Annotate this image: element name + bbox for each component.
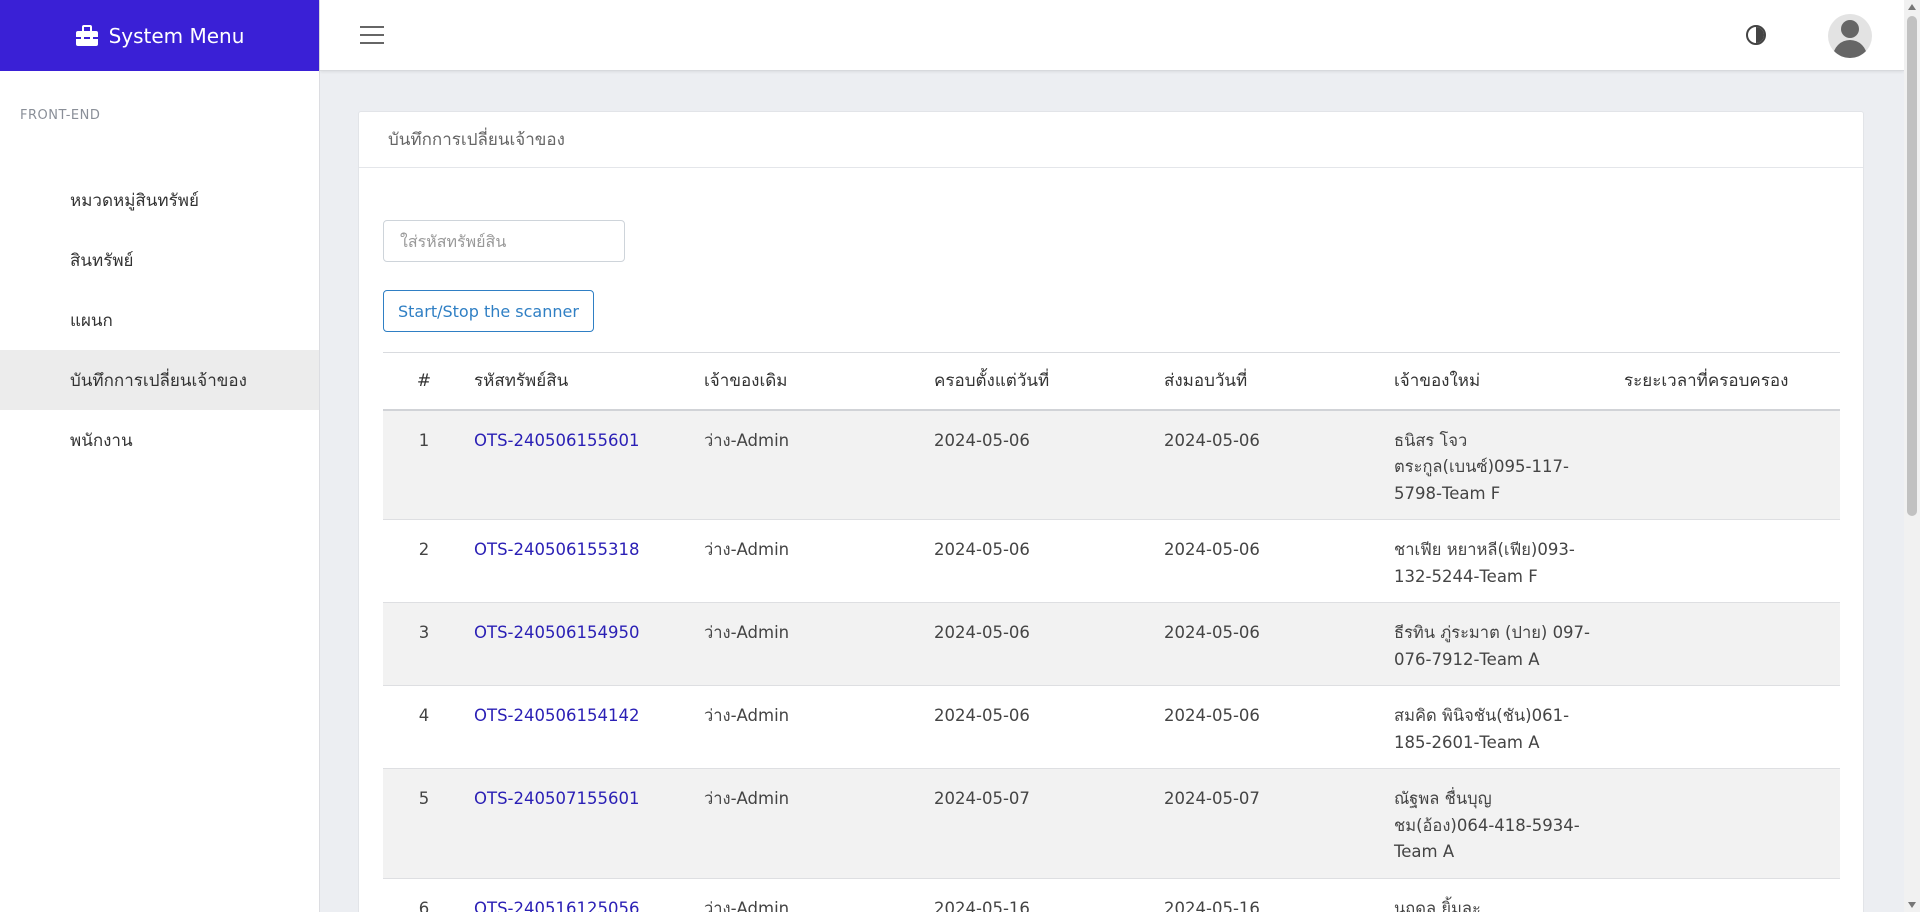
sidebar-item-departments[interactable]: แผนก [0, 290, 319, 350]
row-num: 4 [383, 685, 465, 769]
sidebar-item-ownership-log[interactable]: บันทึกการเปลี่ยนเจ้าของ [0, 350, 319, 410]
sidebar: System Menu FRONT-END หมวดหมู่สินทรัพย์ … [0, 0, 320, 912]
header-start-date: ครอบตั้งแต่วันที่ [925, 352, 1155, 411]
ownership-table: # รหัสทรัพย์สิน เจ้าของเดิม ครอบตั้งแต่ว… [383, 352, 1840, 912]
new-owner: นฤดล ยิ้มละ [1394, 898, 1481, 912]
old-owner: ว่าง-Admin [695, 409, 925, 520]
duration [1615, 519, 1840, 603]
card-body: Start/Stop the scanner # รหัสทรัพย์สิน เ… [359, 168, 1863, 912]
old-owner: ว่าง-Admin [695, 685, 925, 769]
start-date: 2024-05-07 [925, 768, 1155, 879]
new-owner: ณัฐพล ชื่นบุญ ชม(อ้อง)064-418-5934-Team … [1394, 789, 1580, 861]
header-num: # [383, 352, 465, 411]
table-row: 5 OTS-240507155601 ว่าง-Admin 2024-05-07… [383, 768, 1840, 879]
scroll-up-arrow-icon[interactable] [1908, 4, 1916, 10]
deliver-date: 2024-05-06 [1155, 519, 1385, 603]
duration [1615, 878, 1840, 912]
start-date: 2024-05-06 [925, 519, 1155, 603]
deliver-date: 2024-05-16 [1155, 878, 1385, 912]
asset-code-input[interactable] [383, 220, 625, 262]
page-scrollbar[interactable] [1904, 0, 1920, 912]
header-new-owner: เจ้าของใหม่ [1385, 352, 1615, 411]
scrollbar-thumb[interactable] [1907, 16, 1917, 516]
asset-code-link[interactable]: OTS-240506154142 [474, 706, 640, 725]
old-owner: ว่าง-Admin [695, 519, 925, 603]
table-header-row: # รหัสทรัพย์สิน เจ้าของเดิม ครอบตั้งแต่ว… [383, 352, 1840, 411]
old-owner: ว่าง-Admin [695, 768, 925, 879]
header-asset-code: รหัสทรัพย์สิน [465, 352, 695, 411]
deliver-date: 2024-05-06 [1155, 685, 1385, 769]
header-deliver-date: ส่งมอบวันที่ [1155, 352, 1385, 411]
sidebar-item-label: พนักงาน [70, 430, 133, 451]
scroll-down-arrow-icon[interactable] [1908, 902, 1916, 908]
table-row: 1 OTS-240506155601 ว่าง-Admin 2024-05-06… [383, 409, 1840, 520]
hamburger-icon[interactable] [360, 26, 384, 46]
new-owner: ธีรทิน ภู่ระมาต (ปาย) 097-076-7912-Team … [1394, 623, 1591, 669]
topbar [320, 0, 1904, 71]
start-date: 2024-05-06 [925, 685, 1155, 769]
row-num: 1 [383, 409, 465, 520]
old-owner: ว่าง-Admin [695, 878, 925, 912]
old-owner: ว่าง-Admin [695, 602, 925, 686]
duration [1615, 409, 1840, 520]
deliver-date: 2024-05-07 [1155, 768, 1385, 879]
brand[interactable]: System Menu [0, 0, 319, 71]
row-num: 6 [383, 878, 465, 912]
duration [1615, 768, 1840, 879]
card-title: บันทึกการเปลี่ยนเจ้าของ [359, 112, 1863, 168]
table-row: 4 OTS-240506154142 ว่าง-Admin 2024-05-06… [383, 685, 1840, 769]
asset-code-link[interactable]: OTS-240506154950 [474, 623, 640, 642]
duration [1615, 685, 1840, 769]
asset-code-link[interactable]: OTS-240516125056 [474, 898, 640, 912]
duration [1615, 602, 1840, 686]
toolbox-icon [75, 24, 98, 46]
asset-code-link[interactable]: OTS-240506155601 [474, 430, 640, 450]
start-date: 2024-05-06 [925, 602, 1155, 686]
start-date: 2024-05-16 [925, 878, 1155, 912]
start-date: 2024-05-06 [925, 409, 1155, 520]
row-num: 3 [383, 602, 465, 686]
table-row: 3 OTS-240506154950 ว่าง-Admin 2024-05-06… [383, 602, 1840, 686]
row-num: 5 [383, 768, 465, 879]
sidebar-item-label: บันทึกการเปลี่ยนเจ้าของ [70, 370, 247, 391]
sidebar-item-label: หมวดหมู่สินทรัพย์ [70, 190, 199, 211]
sidebar-item-label: แผนก [70, 310, 113, 331]
table-row: 6 OTS-240516125056 ว่าง-Admin 2024-05-16… [383, 878, 1840, 912]
asset-code-link[interactable]: OTS-240506155318 [474, 540, 640, 559]
section-label: FRONT-END [20, 108, 101, 123]
row-num: 2 [383, 519, 465, 603]
deliver-date: 2024-05-06 [1155, 602, 1385, 686]
sidebar-item-assets[interactable]: สินทรัพย์ [0, 230, 319, 290]
sidebar-item-employees[interactable]: พนักงาน [0, 410, 319, 470]
new-owner: ธนิสร โจว ตระกูล(เบนซ์)095-117-5798-Team… [1394, 430, 1569, 503]
user-avatar-icon[interactable] [1828, 14, 1872, 58]
scanner-toggle-button[interactable]: Start/Stop the scanner [383, 290, 594, 332]
new-owner: สมคิด พินิจชัน(ชัน)061-185-2601-Team A [1394, 706, 1570, 752]
ownership-log-card: บันทึกการเปลี่ยนเจ้าของ Start/Stop the s… [358, 111, 1864, 912]
brand-title: System Menu [108, 23, 245, 48]
contrast-icon[interactable] [1746, 25, 1766, 45]
sidebar-item-label: สินทรัพย์ [70, 250, 134, 271]
sidebar-item-asset-categories[interactable]: หมวดหมู่สินทรัพย์ [0, 170, 319, 230]
asset-code-link[interactable]: OTS-240507155601 [474, 789, 640, 808]
deliver-date: 2024-05-06 [1155, 409, 1385, 520]
header-old-owner: เจ้าของเดิม [695, 352, 925, 411]
header-duration: ระยะเวลาที่ครอบครอง [1615, 352, 1840, 411]
new-owner: ชาเฟีย หยาหลี(เฟีย)093-132-5244-Team F [1394, 540, 1575, 586]
table-row: 2 OTS-240506155318 ว่าง-Admin 2024-05-06… [383, 519, 1840, 603]
